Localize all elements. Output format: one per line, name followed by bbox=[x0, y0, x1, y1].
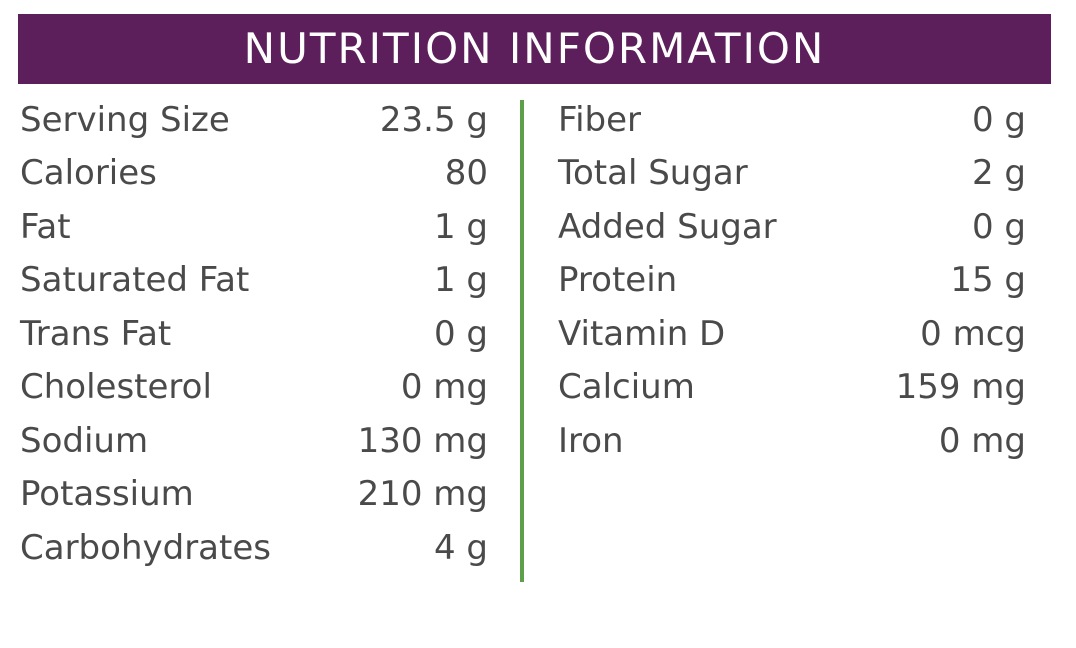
nutrient-row-vitamin-d: Vitamin D 0 mcg bbox=[558, 307, 1026, 361]
nutrient-row-calories: Calories 80 bbox=[20, 147, 488, 201]
left-nutrient-column: Serving Size 23.5 g Calories 80 Fat 1 g … bbox=[20, 93, 488, 575]
nutrient-label: Total Sugar bbox=[558, 153, 748, 194]
nutrient-row-fiber: Fiber 0 g bbox=[558, 93, 1026, 147]
nutrient-label: Serving Size bbox=[20, 99, 230, 140]
nutrient-value: 15 g bbox=[950, 260, 1026, 301]
column-divider bbox=[520, 100, 524, 582]
nutrient-row-sodium: Sodium 130 mg bbox=[20, 414, 488, 468]
nutrient-value: 130 mg bbox=[357, 420, 488, 461]
nutrient-value: 159 mg bbox=[895, 367, 1026, 408]
nutrient-label: Fiber bbox=[558, 99, 642, 140]
nutrient-value: 0 g bbox=[433, 313, 488, 354]
nutrient-label: Saturated Fat bbox=[20, 260, 250, 301]
nutrient-row-iron: Iron 0 mg bbox=[558, 414, 1026, 468]
nutrient-row-serving-size: Serving Size 23.5 g bbox=[20, 93, 488, 147]
nutrition-header: NUTRITION INFORMATION bbox=[18, 14, 1051, 84]
right-nutrient-column: Fiber 0 g Total Sugar 2 g Added Sugar 0 … bbox=[558, 93, 1026, 468]
nutrient-value: 4 g bbox=[433, 527, 488, 568]
nutrient-label: Calories bbox=[20, 153, 157, 194]
nutrient-value: 1 g bbox=[433, 260, 488, 301]
nutrient-row-added-sugar: Added Sugar 0 g bbox=[558, 200, 1026, 254]
nutrient-label: Sodium bbox=[20, 420, 149, 461]
nutrient-row-cholesterol: Cholesterol 0 mg bbox=[20, 361, 488, 415]
nutrient-label: Cholesterol bbox=[20, 367, 212, 408]
nutrient-row-total-sugar: Total Sugar 2 g bbox=[558, 147, 1026, 201]
nutrient-value: 0 g bbox=[971, 206, 1026, 247]
nutrient-label: Fat bbox=[20, 206, 71, 247]
nutrition-title: NUTRITION INFORMATION bbox=[243, 24, 826, 73]
nutrient-value: 2 g bbox=[971, 153, 1026, 194]
nutrient-label: Protein bbox=[558, 260, 678, 301]
nutrient-value: 80 bbox=[444, 153, 488, 194]
nutrient-label: Potassium bbox=[20, 474, 194, 515]
nutrient-value: 0 mg bbox=[938, 420, 1026, 461]
nutrient-row-trans-fat: Trans Fat 0 g bbox=[20, 307, 488, 361]
nutrient-label: Added Sugar bbox=[558, 206, 777, 247]
nutrient-value: 210 mg bbox=[357, 474, 488, 515]
nutrient-value: 0 mcg bbox=[920, 313, 1026, 354]
nutrient-label: Calcium bbox=[558, 367, 695, 408]
nutrient-value: 0 mg bbox=[400, 367, 488, 408]
nutrient-label: Carbohydrates bbox=[20, 527, 271, 568]
nutrient-label: Trans Fat bbox=[20, 313, 172, 354]
nutrient-label: Iron bbox=[558, 420, 624, 461]
nutrient-row-carbohydrates: Carbohydrates 4 g bbox=[20, 521, 488, 575]
nutrient-row-calcium: Calcium 159 mg bbox=[558, 361, 1026, 415]
nutrient-value: 0 g bbox=[971, 99, 1026, 140]
nutrient-row-protein: Protein 15 g bbox=[558, 254, 1026, 308]
nutrient-row-saturated-fat: Saturated Fat 1 g bbox=[20, 254, 488, 308]
nutrient-row-fat: Fat 1 g bbox=[20, 200, 488, 254]
nutrient-value: 23.5 g bbox=[379, 99, 488, 140]
nutrient-label: Vitamin D bbox=[558, 313, 726, 354]
nutrient-row-potassium: Potassium 210 mg bbox=[20, 468, 488, 522]
nutrient-value: 1 g bbox=[433, 206, 488, 247]
